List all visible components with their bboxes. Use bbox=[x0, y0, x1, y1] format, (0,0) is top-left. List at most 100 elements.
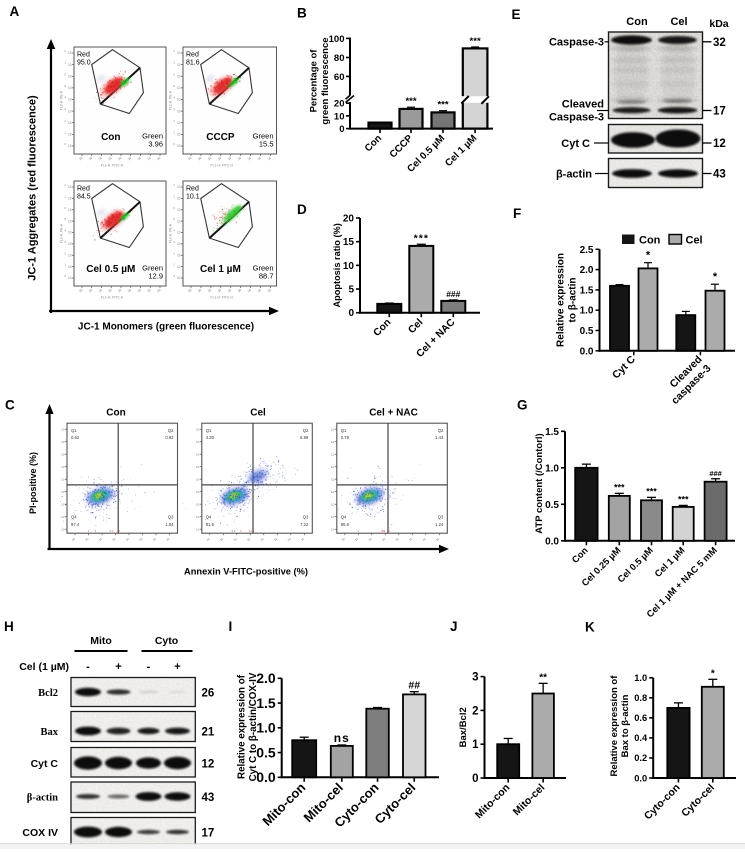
svg-text:Q4: Q4 bbox=[206, 515, 212, 520]
svg-text:88.7: 88.7 bbox=[259, 272, 274, 281]
svg-text:10: 10 bbox=[177, 208, 181, 212]
svg-text:10: 10 bbox=[207, 288, 212, 293]
svg-text:10: 10 bbox=[196, 503, 200, 507]
svg-text:Q1: Q1 bbox=[341, 428, 347, 433]
svg-text:10: 10 bbox=[331, 453, 335, 457]
svg-text:81.5: 81.5 bbox=[206, 522, 215, 527]
svg-text:12: 12 bbox=[713, 138, 726, 150]
svg-text:β-actin: β-actin bbox=[27, 793, 58, 804]
svg-text:10: 10 bbox=[196, 478, 200, 482]
svg-text:10: 10 bbox=[395, 537, 400, 542]
svg-text:10: 10 bbox=[107, 156, 112, 161]
svg-text:4.30: 4.30 bbox=[206, 435, 215, 440]
svg-text:K: K bbox=[585, 620, 595, 635]
svg-text:43: 43 bbox=[713, 169, 726, 181]
svg-text:Q2: Q2 bbox=[168, 428, 174, 433]
svg-text:10: 10 bbox=[68, 219, 72, 223]
svg-text:ns: ns bbox=[334, 731, 350, 745]
svg-text:10: 10 bbox=[165, 537, 170, 542]
svg-text:B: B bbox=[297, 6, 307, 21]
svg-text:FL2-H: PE-H: FL2-H: PE-H bbox=[60, 90, 64, 110]
svg-text:10: 10 bbox=[334, 111, 345, 122]
svg-text:10: 10 bbox=[177, 133, 181, 137]
svg-text:10: 10 bbox=[257, 156, 262, 161]
svg-text:10: 10 bbox=[78, 156, 83, 161]
svg-text:G: G bbox=[517, 398, 528, 413]
svg-text:Q3: Q3 bbox=[168, 515, 174, 520]
svg-text:10: 10 bbox=[125, 537, 130, 542]
svg-text:0.0: 0.0 bbox=[634, 773, 647, 783]
svg-text:Red: Red bbox=[186, 186, 199, 193]
svg-text:10: 10 bbox=[68, 197, 72, 201]
svg-text:Cyto: Cyto bbox=[155, 635, 178, 647]
svg-text:0: 0 bbox=[472, 773, 478, 785]
svg-text:10: 10 bbox=[331, 515, 335, 519]
svg-text:10: 10 bbox=[88, 156, 93, 161]
svg-text:60: 60 bbox=[334, 72, 345, 83]
svg-text:10: 10 bbox=[331, 528, 335, 532]
svg-text:10: 10 bbox=[422, 537, 427, 542]
svg-text:10: 10 bbox=[146, 288, 151, 293]
svg-text:0.5: 0.5 bbox=[580, 326, 594, 337]
svg-text:10: 10 bbox=[117, 156, 122, 161]
svg-text:β-actin: β-actin bbox=[556, 169, 592, 181]
svg-text:10: 10 bbox=[137, 156, 142, 161]
svg-text:Cel: Cel bbox=[670, 16, 687, 28]
svg-text:2: 2 bbox=[173, 119, 175, 123]
svg-text:Red: Red bbox=[186, 52, 199, 59]
svg-text:81.6: 81.6 bbox=[186, 60, 200, 67]
svg-text:5: 5 bbox=[64, 84, 66, 88]
svg-text:10: 10 bbox=[88, 288, 93, 293]
svg-text:10: 10 bbox=[61, 478, 65, 482]
svg-text:10: 10 bbox=[107, 288, 112, 293]
svg-text:10: 10 bbox=[61, 428, 65, 432]
svg-text:2: 2 bbox=[64, 183, 66, 187]
svg-text:10: 10 bbox=[127, 288, 132, 293]
svg-text:10: 10 bbox=[177, 121, 181, 125]
svg-text:***: *** bbox=[405, 96, 416, 107]
svg-text:Cyt C to β-actin/COX-IV: Cyt C to β-actin/COX-IV bbox=[248, 672, 259, 781]
svg-text:10: 10 bbox=[287, 537, 292, 542]
svg-text:0.0: 0.0 bbox=[580, 346, 594, 357]
svg-text:FL1-H: FITC-H: FL1-H: FITC-H bbox=[101, 296, 124, 300]
svg-text:##: ## bbox=[408, 680, 420, 692]
svg-text:10: 10 bbox=[196, 428, 200, 432]
svg-text:1.5: 1.5 bbox=[545, 427, 559, 438]
svg-text:10: 10 bbox=[300, 537, 305, 542]
svg-text:17: 17 bbox=[202, 828, 215, 840]
svg-text:10: 10 bbox=[61, 515, 65, 519]
svg-text:10: 10 bbox=[61, 528, 65, 532]
svg-text:10: 10 bbox=[98, 288, 103, 293]
svg-text:10: 10 bbox=[206, 537, 211, 542]
svg-text:0.5: 0.5 bbox=[256, 744, 276, 760]
svg-text:10: 10 bbox=[196, 453, 200, 457]
svg-text:10: 10 bbox=[227, 288, 232, 293]
svg-text:Cel: Cel bbox=[686, 235, 703, 247]
svg-text:Con: Con bbox=[101, 132, 120, 143]
svg-text:0: 0 bbox=[339, 124, 344, 135]
svg-text:Annexin V-FITC-positive (%): Annexin V-FITC-positive (%) bbox=[184, 567, 308, 577]
svg-text:10: 10 bbox=[68, 231, 72, 235]
svg-text:43: 43 bbox=[202, 792, 215, 804]
svg-text:JC-1 Aggregates (red fluoresce: JC-1 Aggregates (red fluorescence) bbox=[27, 95, 39, 281]
svg-text:Q3: Q3 bbox=[303, 515, 309, 520]
svg-text:10: 10 bbox=[68, 253, 72, 257]
svg-text:Con: Con bbox=[626, 16, 648, 28]
svg-text:0.0: 0.0 bbox=[256, 769, 276, 785]
svg-text:1.0: 1.0 bbox=[545, 463, 559, 474]
svg-text:10: 10 bbox=[177, 185, 181, 189]
svg-text:10: 10 bbox=[267, 156, 272, 161]
svg-text:17: 17 bbox=[713, 106, 726, 118]
svg-text:100: 100 bbox=[329, 34, 345, 45]
svg-text:###: ### bbox=[709, 469, 722, 478]
svg-text:***: *** bbox=[414, 232, 429, 244]
svg-text:Green: Green bbox=[253, 264, 274, 273]
svg-text:10.1: 10.1 bbox=[186, 194, 200, 201]
svg-text:10: 10 bbox=[381, 537, 386, 542]
svg-text:1: 1 bbox=[173, 61, 175, 65]
svg-text:to β-actin: to β-actin bbox=[568, 278, 579, 323]
svg-text:Relative expression of: Relative expression of bbox=[237, 674, 248, 779]
svg-text:2.5: 2.5 bbox=[580, 245, 594, 256]
svg-text:10: 10 bbox=[98, 537, 103, 542]
svg-text:Q1: Q1 bbox=[71, 428, 77, 433]
